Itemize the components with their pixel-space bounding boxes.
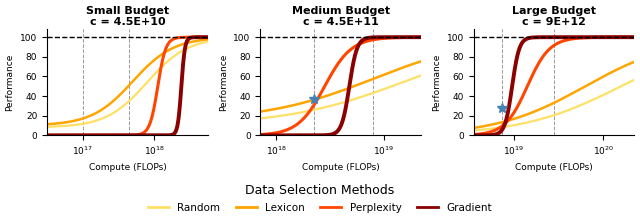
Title: Large Budget
c = 9E+12: Large Budget c = 9E+12	[512, 6, 596, 27]
X-axis label: Compute (FLOPs): Compute (FLOPs)	[302, 163, 380, 172]
X-axis label: Compute (FLOPs): Compute (FLOPs)	[515, 163, 593, 172]
X-axis label: Compute (FLOPs): Compute (FLOPs)	[88, 163, 166, 172]
Y-axis label: Performance: Performance	[219, 54, 228, 111]
Y-axis label: Performance: Performance	[432, 54, 441, 111]
Title: Small Budget
c = 4.5E+10: Small Budget c = 4.5E+10	[86, 6, 169, 27]
Y-axis label: Performance: Performance	[6, 54, 15, 111]
Legend: Random, Lexicon, Perplexity, Gradient: Random, Lexicon, Perplexity, Gradient	[144, 180, 496, 217]
Title: Medium Budget
c = 4.5E+11: Medium Budget c = 4.5E+11	[292, 6, 390, 27]
